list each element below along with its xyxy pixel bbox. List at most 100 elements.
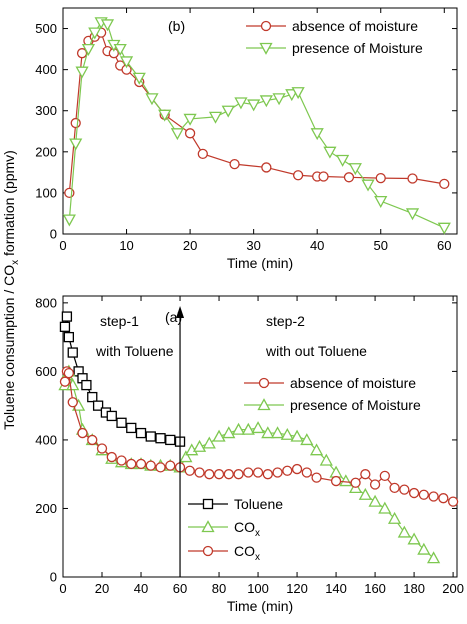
data-point-2 [360,469,371,480]
annotation-1: with Toluene [95,343,174,359]
x-tick-label: 60 [173,581,187,596]
data-point-1 [336,154,350,167]
data-point-1 [290,429,304,442]
data-point-1 [234,97,248,110]
data-point-1 [170,128,184,141]
data-point-0 [70,117,81,129]
data-point-1 [348,163,362,176]
data-point-0 [407,173,418,184]
data-point-0 [184,128,196,139]
data-point-1 [339,474,353,487]
data-point-1 [407,532,421,545]
data-point-2 [428,491,439,502]
data-point-2 [282,465,293,476]
x-tick-label: 140 [325,581,347,596]
y-tick-label: 200 [35,144,57,159]
data-point-1 [437,222,451,235]
data-point-1 [417,542,431,555]
plot-frame [62,7,458,235]
data-point-1 [132,72,146,85]
data-point-1 [361,179,375,192]
data-point-1 [259,95,273,108]
data-point-2 [194,467,205,478]
data-point-2 [262,469,273,480]
data-point-2 [438,493,449,504]
y-tick-label: 600 [35,364,57,379]
data-point-1 [280,427,294,440]
data-point-0 [145,431,156,442]
chart-panel-b: 0 10 20 30 40 50 60 0 100 200 300 400 500 Time (min) (… [35,7,458,271]
data-point-1 [358,487,372,500]
data-point-2 [233,469,244,480]
panel-label-a: (a) [165,309,182,325]
data-point-1 [88,27,102,40]
data-point-2 [330,475,342,487]
data-point-1 [222,426,236,439]
data-point-0 [343,172,355,183]
data-point-2 [145,460,156,471]
data-point-0 [64,187,75,199]
legend-a-bottom-item-3-label: COx [234,543,260,563]
data-point-1 [75,66,89,79]
data-point-1 [69,138,83,151]
legend-b-item-2-marker [259,42,273,55]
data-point-2 [418,489,429,500]
data-point-1 [119,56,134,69]
data-point-0 [165,434,176,446]
data-point-0 [61,311,73,322]
data-point-0 [106,410,117,422]
data-point-2 [126,458,137,470]
data-point-0 [92,400,104,411]
data-point-2 [291,463,303,475]
data-point-0 [318,171,329,182]
annotation-3: with out Toluene [265,343,367,359]
data-point-1 [426,551,441,564]
data-point-0 [229,158,240,170]
data-point-2 [252,467,264,478]
data-point-1 [319,453,333,466]
data-point-2 [311,472,322,483]
x-tick-label: 40 [310,238,324,253]
panel-label-b: (b) [168,18,185,34]
data-point-1 [100,19,115,32]
data-point-2 [77,427,88,439]
legend-a-bottom-item-1-label: Toluene [234,496,283,512]
data-point-1 [291,87,305,100]
data-point-2 [399,484,410,495]
data-point-0 [116,417,127,428]
data-point-0 [439,178,450,190]
y-tick-label: 500 [35,21,57,36]
data-point-0 [76,48,88,59]
data-point-2 [379,470,390,482]
data-point-0 [126,422,137,434]
data-point-0 [261,162,272,173]
data-point-0 [63,331,75,343]
data-point-1 [202,436,216,449]
data-point-2 [272,467,283,478]
data-point-1 [405,208,420,221]
x-axis-label: Time (min) [227,598,293,614]
data-point-0 [87,391,98,403]
data-point-1 [247,99,261,112]
x-tick-label: 0 [59,238,66,253]
data-point-0 [292,170,304,181]
data-point-1 [309,443,324,456]
data-point-1 [113,43,127,56]
x-tick-label: 60 [437,238,451,253]
y-tick-label: 400 [35,432,57,447]
data-point-2 [350,477,361,488]
data-point-1 [158,109,172,122]
legend-a-top-item-1-marker [258,377,270,389]
data-point-1 [397,525,411,538]
y-tick-label: 400 [35,62,57,77]
data-point-1 [323,146,337,159]
data-point-2 [389,482,400,494]
data-point-2 [408,487,420,499]
legend-a-bottom-item-3-marker [202,545,214,557]
annotation-0: step-1 [100,313,139,329]
data-point-1 [212,429,226,442]
data-point-0 [81,379,92,391]
step-divider-arrowhead [176,306,185,318]
data-point-1 [261,426,275,439]
